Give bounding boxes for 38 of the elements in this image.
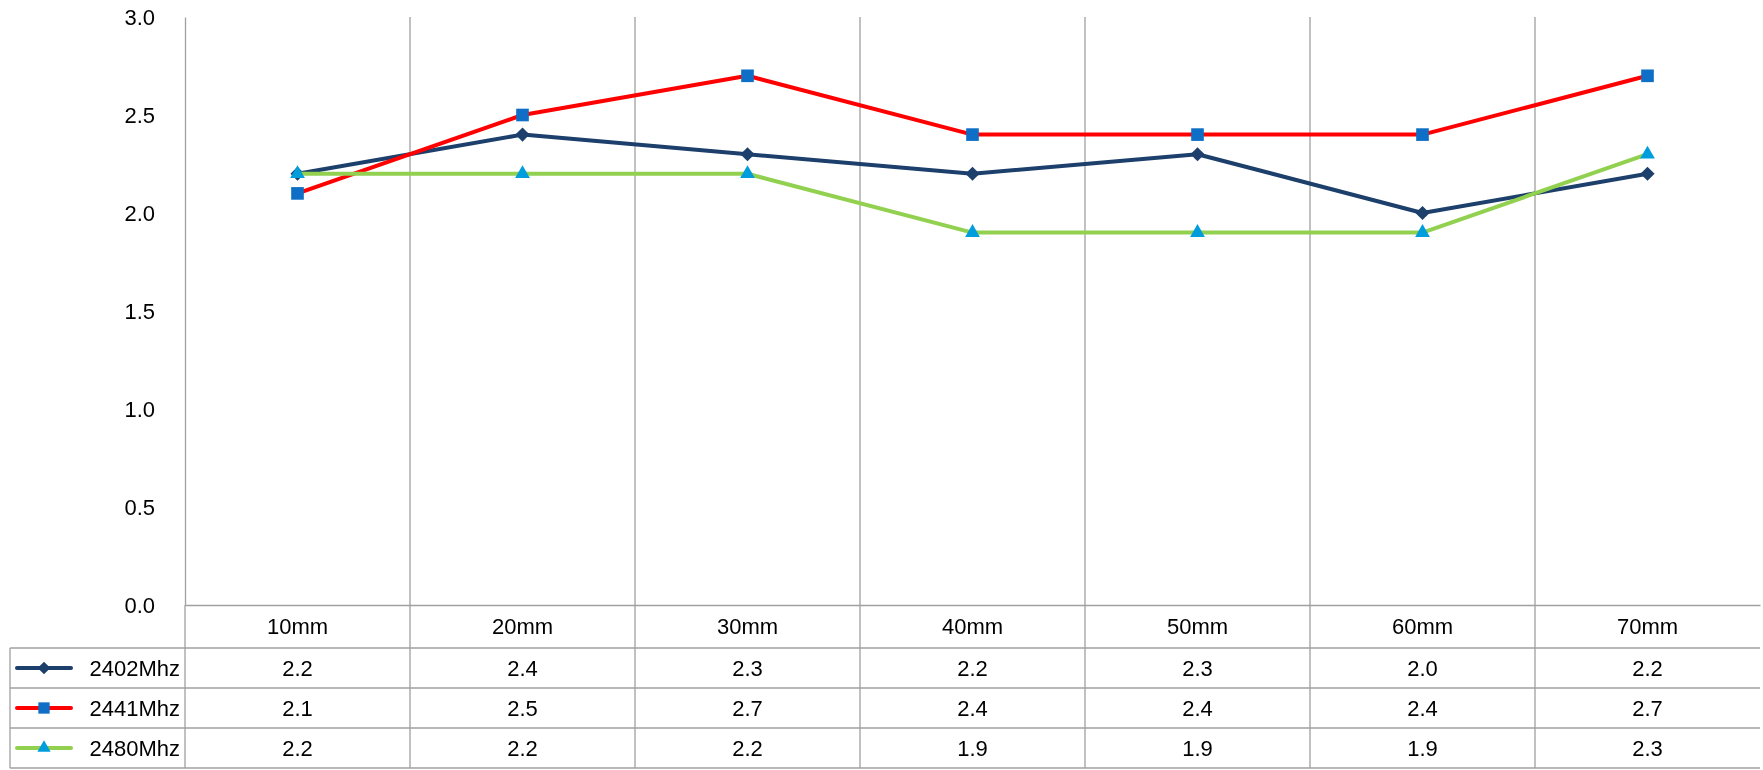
data-label: 2.4 (507, 655, 538, 681)
data-label: 2.2 (507, 735, 538, 761)
data-label: 2.7 (1632, 695, 1663, 721)
x-tick-label: 10mm (266, 614, 329, 640)
data-label: 2.2 (282, 655, 313, 681)
data-label: 2.7 (732, 695, 763, 721)
data-label: 2.3 (732, 655, 763, 681)
legend-label: 2402Mhz (89, 655, 180, 681)
y-tick-label: 1.0 (124, 396, 155, 422)
y-tick-label: 3.0 (124, 4, 155, 30)
x-tick-label: 50mm (1166, 614, 1229, 640)
data-label: 2.3 (1632, 735, 1663, 761)
data-label: 2.2 (732, 735, 763, 761)
data-label: 2.4 (957, 695, 988, 721)
y-tick-label: 2.0 (124, 200, 155, 226)
data-label: 2.2 (957, 655, 988, 681)
data-label: 1.9 (1407, 735, 1438, 761)
data-label: 1.9 (957, 735, 988, 761)
y-tick-label: 2.5 (124, 102, 155, 128)
data-label: 2.4 (1407, 695, 1438, 721)
data-label: 2.2 (1632, 655, 1663, 681)
legend-label: 2480Mhz (89, 735, 180, 761)
data-label: 2.2 (282, 735, 313, 761)
x-tick-label: 30mm (716, 614, 779, 640)
data-label: 2.3 (1182, 655, 1213, 681)
data-label: 2.5 (507, 695, 538, 721)
x-tick-label: 70mm (1616, 614, 1679, 640)
y-tick-label: 0.0 (124, 592, 155, 618)
data-label: 1.9 (1182, 735, 1213, 761)
data-label: 2.1 (282, 695, 313, 721)
legend-label: 2441Mhz (89, 695, 180, 721)
y-tick-label: 0.5 (124, 494, 155, 520)
y-tick-label: 1.5 (124, 298, 155, 324)
x-tick-label: 20mm (491, 614, 554, 640)
x-tick-label: 40mm (941, 614, 1004, 640)
x-tick-label: 60mm (1391, 614, 1454, 640)
data-label: 2.0 (1407, 655, 1438, 681)
data-label: 2.4 (1182, 695, 1213, 721)
